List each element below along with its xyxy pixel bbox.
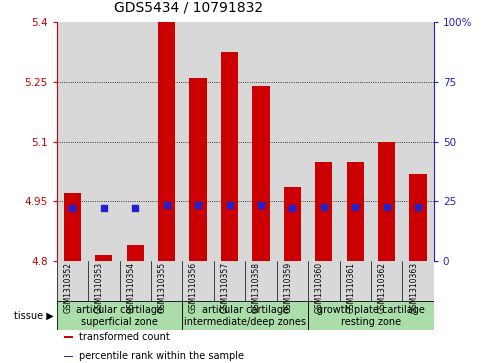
Bar (64, 193, 81, 261)
Text: articular cartilage
superficial zone: articular cartilage superficial zone (76, 305, 163, 327)
Bar (308, 22, 340, 261)
Text: GDS5434 / 10791832: GDS5434 / 10791832 (114, 0, 263, 15)
Bar (57, 22, 88, 261)
Bar (127, 245, 144, 261)
Text: GSM1310363: GSM1310363 (409, 262, 418, 313)
Point (320, 204, 328, 210)
Bar (347, 162, 364, 261)
Bar (151, 22, 182, 261)
Bar (371, 22, 402, 261)
Text: percentile rank within the sample: percentile rank within the sample (79, 351, 244, 362)
Bar (119, 22, 151, 261)
Bar (308, 301, 434, 330)
Point (100, 205, 108, 211)
Text: GSM1310358: GSM1310358 (252, 262, 261, 313)
Point (163, 203, 171, 208)
Bar (88, 22, 119, 261)
Text: GSM1310353: GSM1310353 (95, 262, 104, 313)
Text: GSM1310355: GSM1310355 (158, 262, 167, 313)
Bar (182, 22, 214, 261)
Point (257, 203, 265, 208)
Point (352, 204, 359, 210)
Bar (182, 301, 308, 330)
Text: tissue ▶: tissue ▶ (14, 311, 54, 321)
Point (131, 205, 139, 211)
Bar (284, 187, 301, 261)
Bar (189, 78, 207, 261)
Text: GSM1310362: GSM1310362 (378, 262, 387, 313)
Text: articular cartilage
intermediate/deep zones: articular cartilage intermediate/deep zo… (184, 305, 306, 327)
Text: GSM1310361: GSM1310361 (346, 262, 355, 313)
Text: GSM1310359: GSM1310359 (283, 262, 292, 313)
Point (383, 204, 390, 210)
Bar (214, 22, 246, 261)
Bar (277, 22, 308, 261)
Text: transformed count: transformed count (79, 332, 170, 342)
Bar (315, 162, 332, 261)
Bar (221, 52, 238, 261)
Bar (64, 336, 73, 338)
Bar (245, 22, 277, 261)
Text: GSM1310354: GSM1310354 (126, 262, 135, 313)
Bar (64, 356, 73, 357)
Text: GSM1310360: GSM1310360 (315, 262, 324, 313)
Text: GSM1310357: GSM1310357 (220, 262, 230, 313)
Bar (378, 142, 395, 261)
Bar (252, 86, 270, 261)
Text: GSM1310356: GSM1310356 (189, 262, 198, 313)
Bar (95, 255, 112, 261)
Bar (158, 22, 176, 261)
Point (288, 205, 296, 211)
Point (194, 203, 202, 208)
Bar (410, 174, 427, 261)
Text: GSM1310352: GSM1310352 (64, 262, 72, 313)
Text: growth plate cartilage
resting zone: growth plate cartilage resting zone (317, 305, 425, 327)
Bar (57, 301, 182, 330)
Point (226, 203, 234, 208)
Bar (57, 261, 434, 301)
Point (69, 205, 76, 211)
Point (414, 204, 422, 210)
Bar (340, 22, 371, 261)
Bar (402, 22, 434, 261)
